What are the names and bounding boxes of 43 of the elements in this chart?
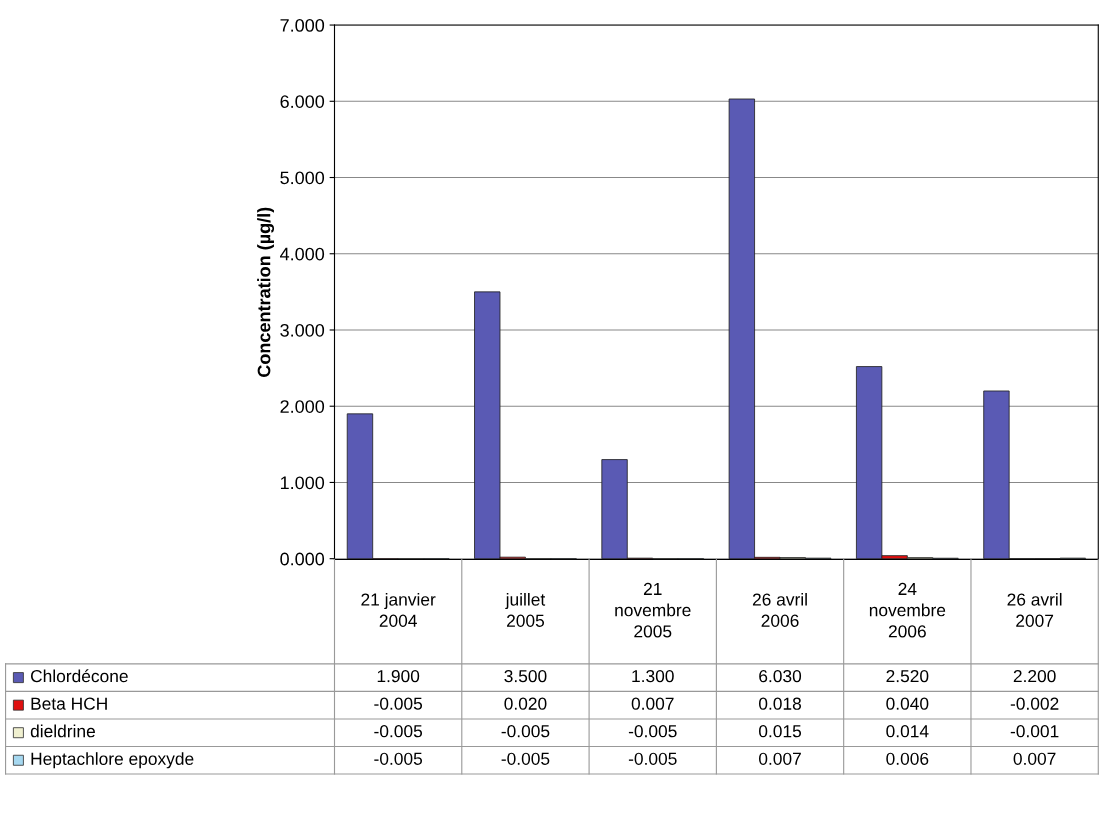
- y-tick-label: 7.000: [280, 18, 325, 32]
- legend-label: Heptachlore epoxyde: [31, 752, 194, 769]
- x-tick-label: 26 avril 2006: [752, 592, 807, 627]
- data-label: -0.005: [374, 697, 423, 710]
- data-label: 0.007: [1013, 752, 1056, 765]
- y-tick-label: 5.000: [280, 171, 325, 185]
- x-tick-label: 24 novembre 2006: [869, 582, 946, 638]
- y-axis-title: Concentration (µg/l): [257, 207, 275, 377]
- y-tick-label: 0.000: [280, 552, 325, 566]
- data-label: 0.040: [886, 697, 929, 710]
- data-label: 0.007: [758, 752, 801, 765]
- data-label: 3.500: [504, 669, 547, 683]
- legend-label: Beta HCH: [31, 697, 107, 710]
- data-label: -0.005: [374, 752, 423, 765]
- y-tick-label: 1.000: [280, 476, 325, 490]
- data-label: -0.005: [501, 725, 550, 738]
- data-label: 1.900: [377, 669, 420, 683]
- data-label: -0.005: [501, 752, 550, 765]
- y-tick-label: 2.000: [280, 400, 325, 413]
- x-tick-label: 21 janvier 2004: [361, 592, 436, 627]
- data-label: 6.030: [759, 669, 802, 683]
- x-tick-label: 21 novembre 2005: [615, 582, 691, 638]
- data-label: 0.018: [758, 697, 802, 710]
- data-label: 0.015: [758, 725, 802, 738]
- data-label: 0.020: [504, 697, 547, 710]
- data-label: -0.001: [1010, 725, 1059, 738]
- y-tick-label: 6.000: [280, 95, 325, 108]
- legend-label: dieldrine: [30, 724, 95, 738]
- data-label: 0.007: [631, 697, 674, 710]
- data-label: -0.005: [374, 725, 423, 738]
- legend-label: Chlordécone: [30, 669, 128, 683]
- data-label: -0.005: [628, 725, 677, 738]
- x-tick-label: 26 avril 2007: [1007, 592, 1062, 627]
- data-label: 1.300: [632, 669, 674, 683]
- data-label: -0.002: [1010, 697, 1059, 710]
- data-label: 0.006: [886, 752, 929, 765]
- y-tick-label: 3.000: [280, 323, 325, 337]
- x-tick-label: juillet 2005: [505, 592, 546, 627]
- data-label: 2.200: [1013, 669, 1056, 683]
- data-label: 2.520: [886, 669, 929, 683]
- data-label: 0.014: [886, 725, 929, 738]
- data-label: -0.005: [628, 752, 677, 765]
- y-tick-label: 4.000: [280, 247, 325, 261]
